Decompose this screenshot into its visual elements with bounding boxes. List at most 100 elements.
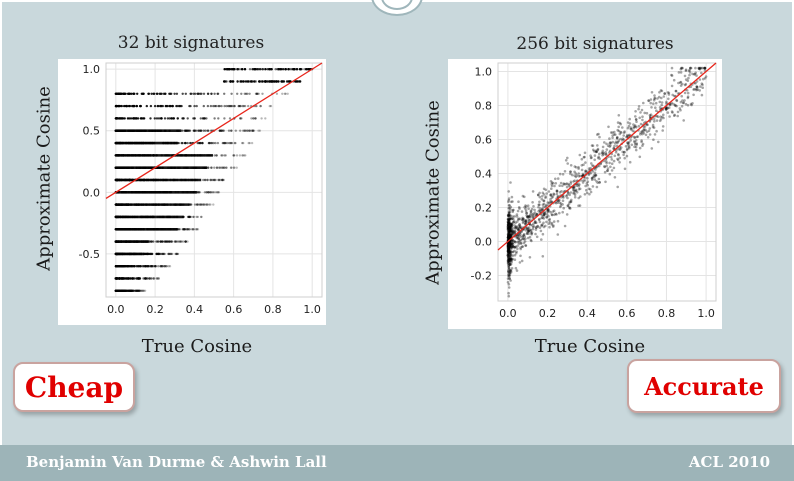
data-point — [186, 215, 190, 219]
data-point — [186, 141, 189, 145]
data-point — [527, 216, 530, 219]
data-point — [639, 111, 642, 114]
data-point — [637, 107, 640, 111]
data-point — [616, 158, 620, 162]
data-point — [619, 146, 623, 149]
data-point — [180, 240, 183, 243]
data-point — [155, 240, 158, 243]
data-point — [232, 80, 235, 83]
data-point — [648, 127, 652, 130]
data-point — [506, 254, 510, 257]
data-point — [530, 233, 533, 236]
data-point — [508, 225, 511, 228]
data-point — [237, 104, 241, 108]
data-point — [507, 234, 511, 238]
data-point — [175, 252, 178, 256]
data-point — [595, 185, 599, 189]
data-point — [188, 228, 191, 231]
data-point — [509, 214, 513, 218]
x-axis-label-left: True Cosine — [141, 336, 253, 357]
data-point — [509, 269, 513, 273]
data-point — [703, 66, 706, 70]
data-point — [255, 92, 259, 95]
data-point — [517, 206, 521, 209]
data-point — [589, 156, 593, 160]
data-point — [507, 210, 511, 213]
data-point — [118, 277, 122, 280]
data-point — [127, 92, 130, 95]
data-point — [674, 89, 678, 93]
data-point — [205, 203, 208, 206]
data-point — [593, 171, 597, 175]
data-point — [637, 124, 641, 128]
data-point — [680, 105, 684, 108]
data-point — [298, 68, 302, 71]
data-point — [653, 94, 656, 97]
data-point — [562, 183, 566, 186]
data-point — [611, 131, 614, 134]
data-point — [632, 126, 636, 130]
data-point — [633, 124, 637, 127]
data-point — [184, 129, 187, 132]
data-point — [508, 249, 511, 253]
data-point — [604, 152, 608, 156]
data-point — [651, 123, 655, 127]
data-point — [544, 188, 548, 192]
data-point — [522, 217, 525, 221]
data-point — [288, 80, 291, 83]
data-point — [507, 214, 510, 218]
data-point — [653, 133, 657, 136]
data-point — [511, 238, 515, 242]
data-point — [527, 218, 530, 221]
data-point — [176, 252, 180, 256]
data-point — [626, 121, 630, 124]
data-point — [213, 178, 216, 182]
data-point — [527, 230, 530, 233]
data-point — [642, 101, 645, 105]
data-point — [687, 69, 691, 73]
data-point — [202, 203, 205, 206]
data-point — [615, 136, 619, 140]
data-point — [509, 269, 512, 273]
data-point — [198, 203, 202, 206]
data-point — [509, 224, 512, 227]
data-point — [508, 225, 512, 229]
data-point — [507, 247, 510, 250]
data-point — [506, 257, 510, 260]
data-point — [552, 193, 556, 196]
data-point — [633, 145, 636, 149]
data-point — [511, 242, 514, 245]
data-point — [193, 203, 197, 206]
data-point — [228, 117, 232, 120]
data-point — [606, 144, 610, 147]
data-point — [507, 248, 510, 251]
data-point — [618, 132, 622, 136]
data-point — [507, 213, 510, 217]
data-point — [538, 195, 542, 199]
data-point — [157, 277, 160, 280]
data-point — [540, 195, 544, 198]
data-point — [507, 286, 511, 289]
data-point — [508, 250, 512, 254]
data-point — [508, 258, 511, 261]
data-point — [507, 260, 511, 264]
plot-frame — [105, 62, 323, 298]
data-point — [144, 277, 147, 280]
data-point — [210, 178, 213, 182]
data-point — [507, 244, 510, 247]
data-point — [641, 144, 644, 147]
data-point — [519, 246, 522, 249]
data-point — [507, 241, 511, 245]
data-point — [543, 210, 547, 214]
data-point — [222, 129, 225, 132]
data-point — [656, 97, 659, 100]
footer-venue: ACL 2010 — [688, 453, 770, 471]
data-point — [209, 104, 213, 108]
data-point — [164, 92, 167, 95]
data-point — [524, 219, 528, 222]
data-point — [590, 156, 593, 159]
data-point — [545, 203, 548, 207]
data-point — [160, 252, 164, 256]
data-point — [511, 229, 514, 233]
data-point — [683, 91, 687, 95]
